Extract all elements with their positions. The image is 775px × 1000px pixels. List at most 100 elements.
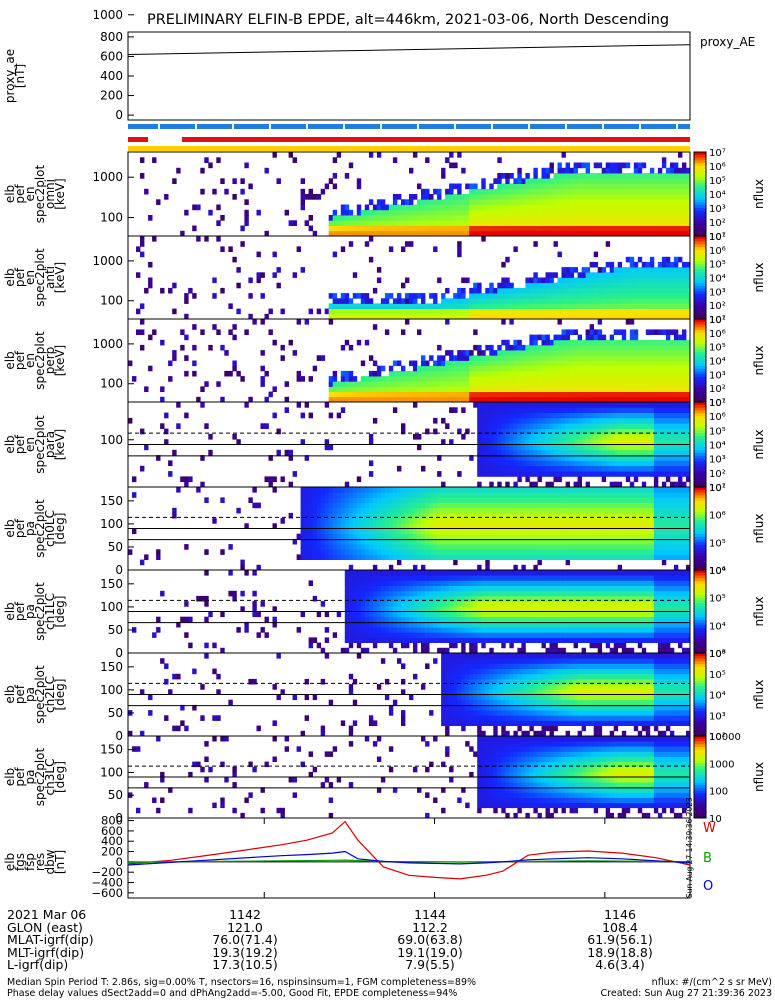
heatmap-cell [401, 220, 406, 226]
heatmap-cell [541, 523, 546, 529]
heatmap-cell [328, 313, 334, 320]
heatmap-cell [605, 355, 611, 361]
heatmap-cell [549, 199, 554, 205]
heatmap-cell [565, 396, 570, 403]
colorbar-swatch [694, 324, 706, 328]
colorbar-tick-label: 10² [709, 301, 726, 312]
heatmap-cell [529, 554, 534, 560]
heatmap-cell [581, 298, 586, 304]
heatmap-cell [429, 492, 434, 498]
heatmap-cell [573, 439, 578, 445]
heatmap-cell [280, 518, 285, 524]
heatmap-cell [268, 455, 273, 461]
heatmap-cell [533, 455, 538, 461]
heatmap-cell [617, 360, 623, 367]
heatmap-cell [549, 465, 554, 472]
status-bar-gap [343, 124, 345, 129]
heatmap-cell [364, 487, 370, 493]
heatmap-cell [686, 412, 691, 419]
heatmap-cell [593, 194, 599, 200]
heatmap-cell [453, 487, 458, 493]
heatmap-cell [356, 533, 362, 540]
heatmap-cell [376, 507, 382, 514]
heatmap-cell [485, 355, 490, 361]
heatmap-cell [593, 225, 599, 232]
heatmap-cell [308, 412, 313, 419]
heatmap-cell [473, 391, 478, 398]
heatmap-cell [128, 360, 133, 367]
heatmap-cell [469, 188, 474, 195]
heatmap-cell [485, 396, 490, 403]
heatmap-cell [549, 417, 554, 424]
heatmap-cell [328, 487, 334, 493]
heatmap-cell [573, 282, 578, 289]
heatmap-cell [497, 370, 502, 377]
heatmap-cell [682, 465, 687, 472]
heatmap-cell [609, 183, 615, 190]
heatmap-cell [649, 220, 655, 226]
heatmap-cell [557, 423, 562, 429]
heatmap-cell [525, 220, 530, 226]
heatmap-cell [292, 538, 297, 545]
heatmap-cell [513, 549, 518, 555]
heatmap-cell [553, 402, 558, 408]
heatmap-cell [585, 412, 590, 419]
heatmap-cell [473, 507, 478, 514]
heatmap-cell [605, 455, 611, 461]
heatmap-cell [208, 162, 213, 169]
heatmap-cell [429, 204, 434, 211]
heatmap-cell [397, 523, 402, 529]
heatmap-cell [657, 220, 663, 226]
heatmap-cell [581, 225, 586, 232]
heatmap-cell [505, 183, 510, 190]
heatmap-cell [669, 313, 675, 320]
heatmap-cell [405, 386, 410, 392]
heatmap-cell [437, 194, 442, 200]
heatmap-cell [497, 402, 502, 408]
heatmap-cell [569, 376, 574, 382]
heatmap-cell [593, 455, 599, 461]
heatmap-cell [553, 428, 558, 435]
heatmap-cell [485, 538, 490, 545]
heatmap-cell [585, 360, 590, 367]
heatmap-cell [300, 376, 305, 382]
heatmap-cell [533, 412, 538, 419]
heatmap-cell [673, 444, 679, 451]
heatmap-cell [645, 396, 651, 403]
heatmap-cell [469, 544, 474, 550]
heatmap-cell [589, 554, 594, 560]
heatmap-cell [577, 428, 582, 435]
heatmap-cell [316, 497, 322, 503]
heatmap-cell [645, 298, 651, 304]
heatmap-cell [453, 391, 458, 398]
ylabel-line: elb [3, 435, 17, 453]
heatmap-cell [577, 512, 582, 519]
heatmap-cell [184, 481, 189, 488]
heatmap-cell [686, 204, 691, 211]
heatmap-cell [304, 194, 309, 200]
heatmap-cell [577, 225, 582, 232]
heatmap-cell [621, 287, 627, 294]
heatmap-cell [637, 386, 643, 392]
heatmap-cell [509, 308, 514, 315]
heatmap-cell [453, 220, 458, 226]
heatmap-cell [605, 261, 611, 268]
heatmap-cell [481, 518, 486, 524]
heatmap-cell [509, 455, 514, 461]
heatmap-cell [641, 444, 647, 451]
heatmap-cell [453, 225, 458, 232]
heatmap-cell [629, 272, 635, 278]
heatmap-cell [497, 507, 502, 514]
heatmap-cell [657, 344, 663, 351]
heatmap-cell [176, 487, 181, 493]
heatmap-cell [617, 433, 623, 440]
heatmap-cell [605, 417, 611, 424]
heatmap-cell [609, 313, 615, 320]
heatmap-cell [621, 272, 627, 278]
heatmap-cell [629, 313, 635, 320]
heatmap-cell [308, 533, 313, 540]
heatmap-cell [348, 523, 354, 529]
heatmap-cell [657, 423, 663, 429]
heatmap-cell [481, 423, 486, 429]
